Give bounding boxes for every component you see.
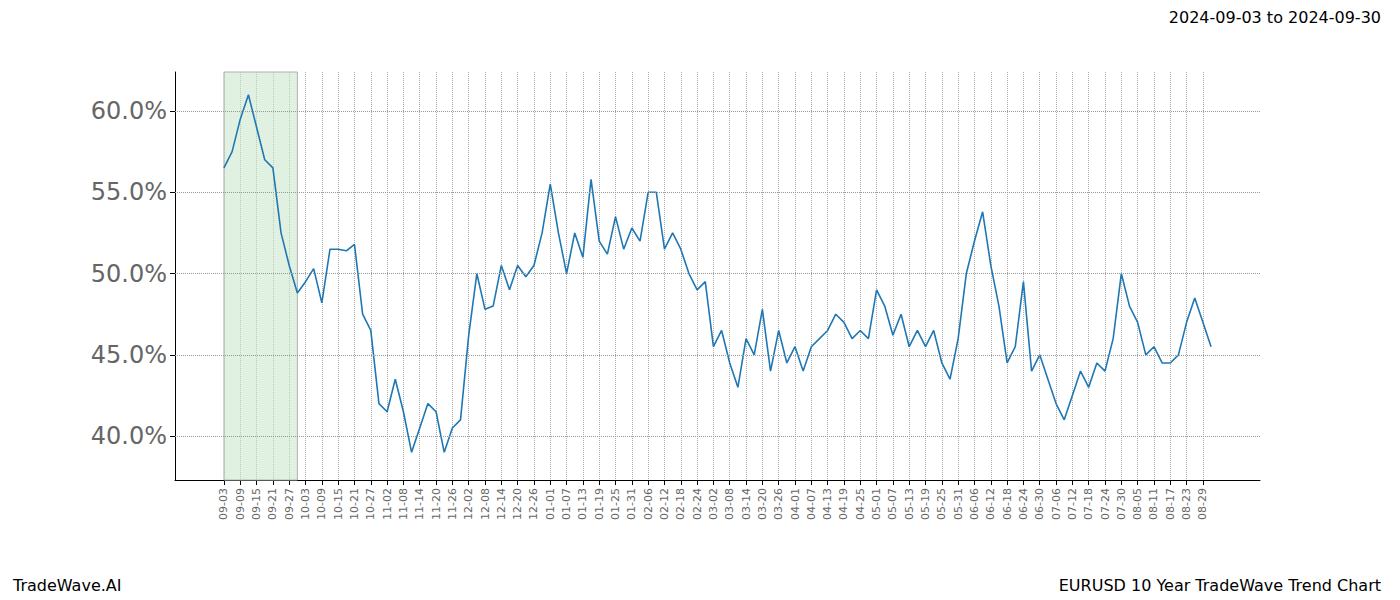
svg-text:40.0%: 40.0% <box>91 422 167 450</box>
svg-text:11-26: 11-26 <box>446 488 459 520</box>
svg-text:02-18: 02-18 <box>674 488 687 520</box>
svg-text:11-20: 11-20 <box>430 488 443 520</box>
svg-text:TradeWave.AI: TradeWave.AI <box>12 576 121 595</box>
svg-text:08-05: 08-05 <box>1131 488 1144 520</box>
svg-text:06-06: 06-06 <box>968 488 981 520</box>
svg-text:04-07: 04-07 <box>805 488 818 520</box>
svg-text:09-09: 09-09 <box>234 488 247 520</box>
svg-text:07-12: 07-12 <box>1066 488 1079 520</box>
svg-text:05-01: 05-01 <box>870 488 883 520</box>
svg-text:10-21: 10-21 <box>348 488 361 520</box>
svg-text:05-31: 05-31 <box>952 488 965 520</box>
svg-text:50.0%: 50.0% <box>91 260 167 288</box>
svg-text:05-13: 05-13 <box>903 488 916 520</box>
svg-text:01-07: 01-07 <box>560 488 573 520</box>
svg-text:12-26: 12-26 <box>527 488 540 520</box>
svg-text:12-20: 12-20 <box>511 488 524 520</box>
svg-text:05-07: 05-07 <box>886 488 899 520</box>
svg-text:03-08: 03-08 <box>723 488 736 520</box>
svg-text:12-14: 12-14 <box>495 488 508 520</box>
svg-text:05-19: 05-19 <box>919 488 932 520</box>
svg-text:01-25: 01-25 <box>609 488 622 520</box>
svg-text:10-27: 10-27 <box>364 488 377 520</box>
svg-text:06-18: 06-18 <box>1001 488 1014 520</box>
svg-text:01-13: 01-13 <box>576 488 589 520</box>
svg-text:12-02: 12-02 <box>462 488 475 520</box>
svg-text:03-14: 03-14 <box>740 488 753 520</box>
svg-text:01-01: 01-01 <box>544 488 557 520</box>
svg-text:60.0%: 60.0% <box>91 97 167 125</box>
svg-text:03-02: 03-02 <box>707 488 720 520</box>
svg-text:09-27: 09-27 <box>283 488 296 520</box>
svg-text:11-08: 11-08 <box>397 488 410 520</box>
svg-text:11-02: 11-02 <box>381 488 394 520</box>
svg-text:08-11: 08-11 <box>1147 488 1160 520</box>
svg-text:01-19: 01-19 <box>593 488 606 520</box>
svg-text:55.0%: 55.0% <box>91 178 167 206</box>
svg-text:03-26: 03-26 <box>772 488 785 520</box>
svg-text:08-23: 08-23 <box>1180 488 1193 520</box>
svg-text:10-09: 10-09 <box>315 488 328 520</box>
svg-text:07-30: 07-30 <box>1115 488 1128 520</box>
svg-text:07-06: 07-06 <box>1050 488 1063 520</box>
svg-text:08-17: 08-17 <box>1164 488 1177 520</box>
svg-text:09-03: 09-03 <box>217 488 230 520</box>
svg-text:01-31: 01-31 <box>625 488 638 520</box>
svg-text:07-18: 07-18 <box>1082 488 1095 520</box>
svg-text:10-03: 10-03 <box>299 488 312 520</box>
svg-text:2024-09-03 to 2024-09-30: 2024-09-03 to 2024-09-30 <box>1169 8 1381 27</box>
svg-text:02-06: 02-06 <box>642 488 655 520</box>
svg-text:02-12: 02-12 <box>658 488 671 520</box>
svg-text:06-30: 06-30 <box>1033 488 1046 520</box>
svg-text:10-15: 10-15 <box>332 488 345 520</box>
svg-text:EURUSD 10 Year TradeWave Trend: EURUSD 10 Year TradeWave Trend Chart <box>1059 576 1381 595</box>
svg-text:05-25: 05-25 <box>935 488 948 520</box>
svg-text:04-25: 04-25 <box>854 488 867 520</box>
svg-text:02-24: 02-24 <box>691 488 704 520</box>
svg-text:04-19: 04-19 <box>837 488 850 520</box>
svg-text:11-14: 11-14 <box>413 488 426 520</box>
svg-text:06-24: 06-24 <box>1017 488 1030 520</box>
svg-text:12-08: 12-08 <box>479 488 492 520</box>
svg-text:06-12: 06-12 <box>984 488 997 520</box>
svg-text:09-21: 09-21 <box>266 488 279 520</box>
svg-text:04-01: 04-01 <box>789 488 802 520</box>
svg-text:09-15: 09-15 <box>250 488 263 520</box>
svg-text:04-13: 04-13 <box>821 488 834 520</box>
svg-text:08-29: 08-29 <box>1196 488 1209 520</box>
svg-text:03-20: 03-20 <box>756 488 769 520</box>
svg-text:45.0%: 45.0% <box>91 341 167 369</box>
svg-text:07-24: 07-24 <box>1099 488 1112 520</box>
